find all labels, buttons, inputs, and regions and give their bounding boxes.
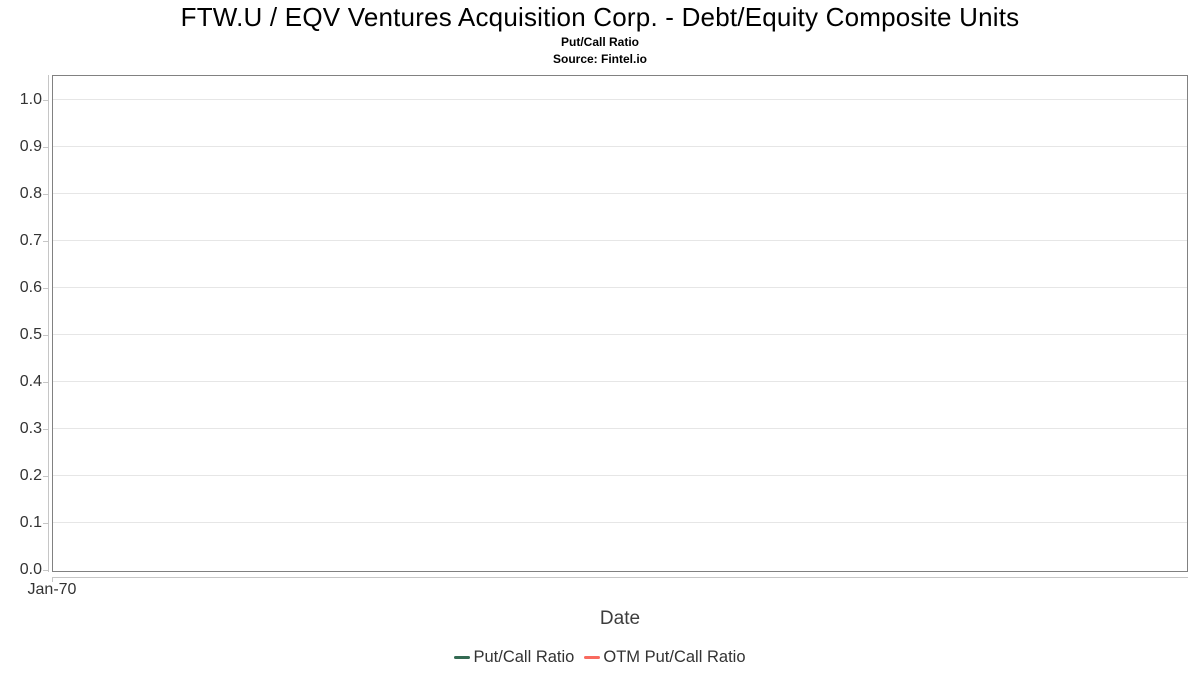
x-tick-mark — [52, 577, 53, 582]
y-tick-mark — [43, 570, 49, 571]
y-tick-mark — [43, 335, 49, 336]
gridline-y-0.3 — [53, 428, 1187, 429]
y-tick-mark — [43, 147, 49, 148]
legend-label: OTM Put/Call Ratio — [603, 648, 746, 666]
x-axis-title: Date — [599, 608, 641, 629]
plot-area — [52, 75, 1188, 572]
y-tick-label: 0.1 — [19, 514, 42, 531]
legend-item-put-call-ratio[interactable]: Put/Call Ratio — [454, 646, 574, 668]
y-tick-mark — [43, 288, 49, 289]
gridline-y-0.4 — [53, 381, 1187, 382]
gridline-y-0.8 — [53, 193, 1187, 194]
y-tick-label: 0.0 — [19, 561, 42, 578]
chart-subtitle: Put/Call Ratio — [560, 35, 639, 49]
x-axis-line — [52, 577, 1188, 578]
y-tick-label: 0.9 — [19, 138, 42, 155]
y-tick-label: 0.7 — [19, 232, 42, 249]
y-tick-label: 0.4 — [19, 373, 42, 390]
gridline-y-1.0 — [53, 99, 1187, 100]
legend-line-swatch-icon — [584, 655, 601, 659]
legend-line-swatch-icon — [454, 655, 471, 659]
y-tick-mark — [43, 194, 49, 195]
y-tick-label: 0.8 — [19, 185, 42, 202]
y-axis-line — [48, 75, 49, 572]
gridline-y-0.2 — [53, 475, 1187, 476]
y-tick-mark — [43, 100, 49, 101]
y-tick-label: 0.5 — [19, 326, 42, 343]
gridline-y-0.5 — [53, 334, 1187, 335]
y-tick-mark — [43, 382, 49, 383]
gridline-y-0.1 — [53, 522, 1187, 523]
gridline-y-0.6 — [53, 287, 1187, 288]
gridline-y-0.7 — [53, 240, 1187, 241]
chart-title: FTW.U / EQV Ventures Acquisition Corp. -… — [180, 2, 1020, 32]
y-axis: 0.0 0.1 0.2 0.3 0.4 0.5 0.6 0.7 0.8 0.9 1.0 — [0, 75, 52, 578]
y-tick-label: 1.0 — [19, 91, 42, 108]
y-tick-label: 0.3 — [19, 420, 42, 437]
legend-item-otm-put-call-ratio[interactable]: OTM Put/Call Ratio — [584, 646, 746, 668]
y-tick-mark — [43, 523, 49, 524]
chart-source-label: Source: Fintel.io — [552, 52, 647, 66]
x-tick-label: Jan-70 — [27, 581, 77, 598]
chart-legend: Put/Call Ratio OTM Put/Call Ratio — [0, 646, 1200, 668]
y-tick-label: 0.2 — [19, 467, 42, 484]
y-tick-mark — [43, 429, 49, 430]
y-tick-label: 0.6 — [19, 279, 42, 296]
legend-label: Put/Call Ratio — [473, 648, 575, 666]
y-tick-mark — [43, 241, 49, 242]
y-tick-mark — [43, 476, 49, 477]
gridline-y-0.9 — [53, 146, 1187, 147]
